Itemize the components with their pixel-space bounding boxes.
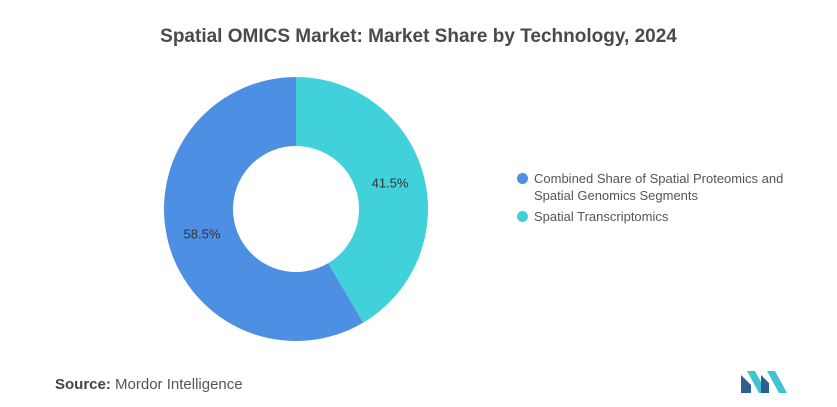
legend-swatch-transcriptomics: [517, 211, 528, 222]
chart-title: Spatial OMICS Market: Market Share by Te…: [160, 26, 677, 47]
legend-swatch-combined: [517, 173, 528, 184]
legend-label-transcriptomics: Spatial Transcriptomics: [534, 209, 669, 224]
source-value: Mordor Intelligence: [115, 376, 243, 393]
legend-item-transcriptomics: Spatial Transcriptomics: [517, 208, 817, 225]
legend-label-combined: Combined Share of Spatial Proteomics and…: [534, 171, 784, 203]
slice-label-1: 58.5%: [184, 227, 221, 242]
slice-1: [163, 77, 364, 341]
legend-item-combined: Combined Share of Spatial Proteomics and…: [517, 170, 817, 204]
source-note: Source: Mordor Intelligence: [55, 376, 243, 393]
mordor-logo: [741, 371, 787, 393]
legend: Combined Share of Spatial Proteomics and…: [517, 170, 817, 229]
source-label: Source:: [55, 376, 111, 393]
slice-label-0: 41.5%: [372, 175, 409, 190]
slice-0: [296, 77, 428, 323]
